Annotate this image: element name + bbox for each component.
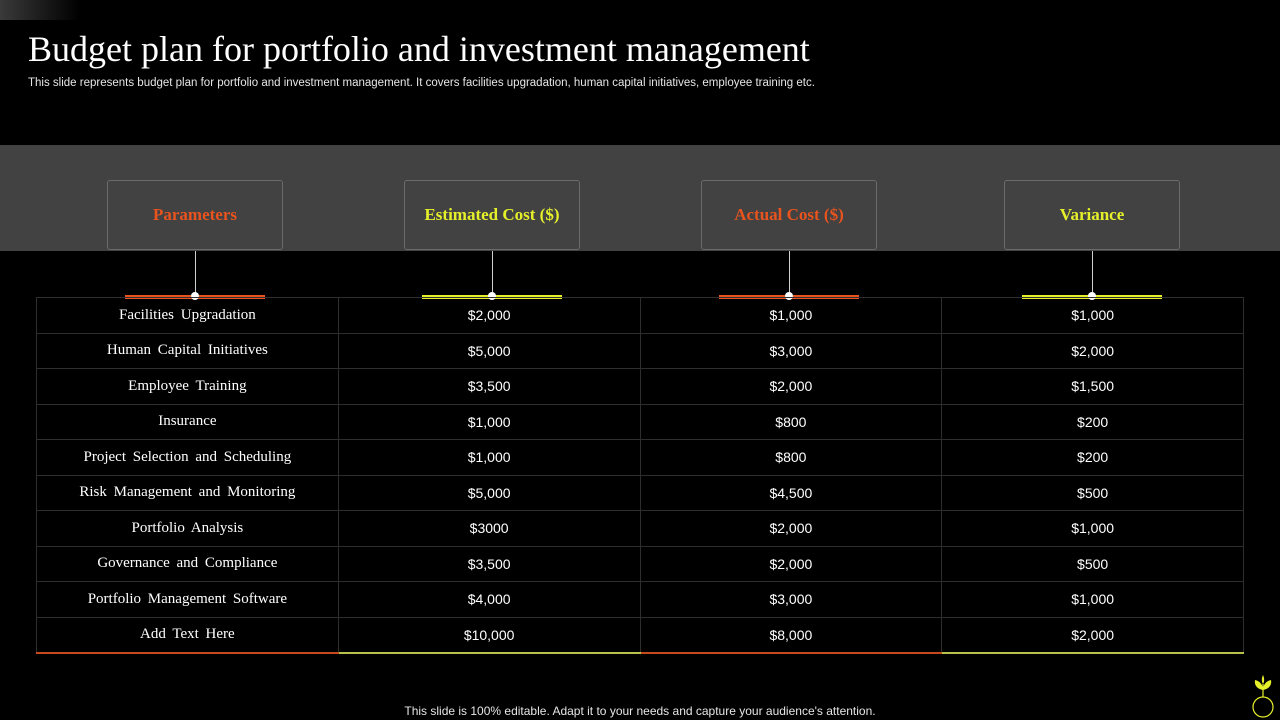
table-row: Add Text Here $10,000 $8,000 $2,000 xyxy=(36,616,1244,654)
connector-line xyxy=(492,251,493,296)
page-subtitle: This slide represents budget plan for po… xyxy=(28,77,815,89)
actual-cost-cell: $2,000 xyxy=(639,510,943,547)
actual-cost-cell: $1,000 xyxy=(639,297,943,334)
header-actual-cost: Actual Cost ($) xyxy=(701,180,877,250)
estimated-cost-cell: $2,000 xyxy=(337,297,641,334)
actual-cost-cell: $4,500 xyxy=(639,474,943,511)
actual-cost-cell: $800 xyxy=(639,403,943,440)
parameter-cell: Facilities Upgradation xyxy=(36,297,339,334)
estimated-cost-cell: $5,000 xyxy=(337,474,641,511)
connector-line xyxy=(195,251,196,296)
estimated-cost-cell: $4,000 xyxy=(337,581,641,618)
parameter-cell: Project Selection and Scheduling xyxy=(36,439,339,476)
actual-cost-cell: $3,000 xyxy=(639,332,943,369)
parameter-cell: Portfolio Analysis xyxy=(36,510,339,547)
actual-cost-cell: $2,000 xyxy=(639,368,943,405)
table-row: Employee Training $3,500 $2,000 $1,500 xyxy=(36,368,1244,405)
table-row: Portfolio Management Software $4,000 $3,00… xyxy=(36,581,1244,618)
leaf-sprout-icon xyxy=(1252,675,1274,718)
variance-cell: $1,000 xyxy=(941,510,1244,547)
estimated-cost-cell: $5,000 xyxy=(337,332,641,369)
actual-cost-cell: $2,000 xyxy=(639,545,943,582)
parameter-cell: Governance and Compliance xyxy=(36,545,339,582)
connector-dot xyxy=(488,292,496,300)
table-row: Project Selection and Scheduling $1,000 $8… xyxy=(36,439,1244,476)
variance-cell: $2,000 xyxy=(941,616,1244,654)
footer-note: This slide is 100% editable. Adapt it to… xyxy=(404,704,876,718)
table-row: Risk Management and Monitoring $5,000 $4,5… xyxy=(36,474,1244,511)
actual-cost-cell: $3,000 xyxy=(639,581,943,618)
connector-dot xyxy=(785,292,793,300)
parameter-cell: Portfolio Management Software xyxy=(36,581,339,618)
estimated-cost-cell: $3,500 xyxy=(337,545,641,582)
variance-cell: $500 xyxy=(941,474,1244,511)
parameter-cell: Risk Management and Monitoring xyxy=(36,474,339,511)
connector-line xyxy=(1092,251,1093,296)
connector-line xyxy=(789,251,790,296)
parameter-cell: Human Capital Initiatives xyxy=(36,332,339,369)
parameter-cell: Add Text Here xyxy=(36,616,339,654)
parameter-cell: Employee Training xyxy=(36,368,339,405)
variance-cell: $1,000 xyxy=(941,581,1244,618)
header-parameters: Parameters xyxy=(107,180,283,250)
variance-cell: $2,000 xyxy=(941,332,1244,369)
actual-cost-cell: $800 xyxy=(639,439,943,476)
table-row: Governance and Compliance $3,500 $2,000 $50… xyxy=(36,545,1244,582)
variance-cell: $200 xyxy=(941,403,1244,440)
table-row: Facilities Upgradation $2,000 $1,000 $1,000 xyxy=(36,297,1244,334)
estimated-cost-cell: $1,000 xyxy=(337,439,641,476)
estimated-cost-cell: $3,500 xyxy=(337,368,641,405)
variance-cell: $200 xyxy=(941,439,1244,476)
header-variance: Variance xyxy=(1004,180,1180,250)
page-title: Budget plan for portfolio and investment… xyxy=(28,29,810,69)
connector-dot xyxy=(191,292,199,300)
table-row: Insurance $1,000 $800 $200 xyxy=(36,403,1244,440)
estimated-cost-cell: $3000 xyxy=(337,510,641,547)
variance-cell: $500 xyxy=(941,545,1244,582)
header-estimated-cost: Estimated Cost ($) xyxy=(404,180,580,250)
table-row: Portfolio Analysis $3000 $2,000 $1,000 xyxy=(36,510,1244,547)
estimated-cost-cell: $10,000 xyxy=(337,616,641,654)
connector-dot xyxy=(1088,292,1096,300)
parameter-cell: Insurance xyxy=(36,403,339,440)
variance-cell: $1,000 xyxy=(941,297,1244,334)
actual-cost-cell: $8,000 xyxy=(639,616,943,654)
variance-cell: $1,500 xyxy=(941,368,1244,405)
budget-table: Facilities Upgradation $2,000 $1,000 $1,000… xyxy=(36,297,1244,654)
estimated-cost-cell: $1,000 xyxy=(337,403,641,440)
corner-gradient xyxy=(0,0,80,20)
table-row: Human Capital Initiatives $5,000 $3,000 $2,… xyxy=(36,332,1244,369)
